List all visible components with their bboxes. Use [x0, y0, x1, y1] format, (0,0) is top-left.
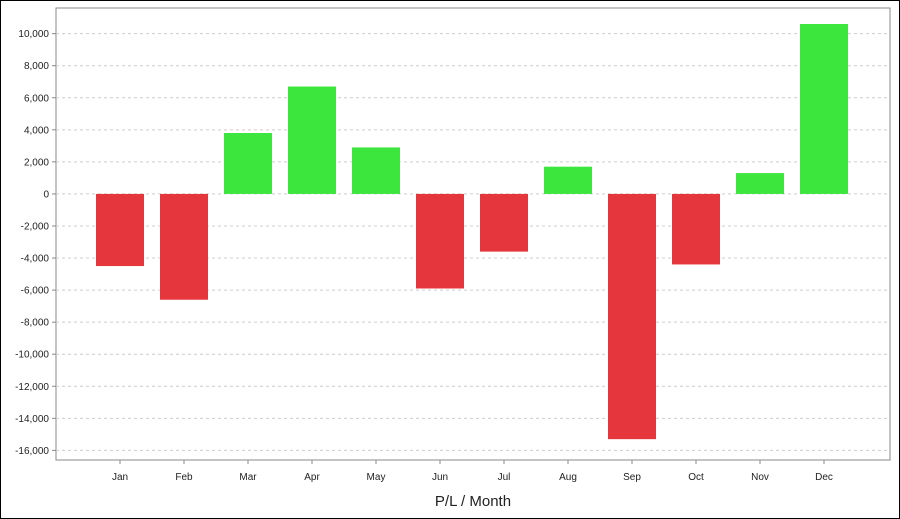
bar-may	[352, 147, 400, 194]
bar-feb	[160, 193, 208, 300]
bar-apr	[288, 86, 336, 194]
y-tick-label: -4,000	[21, 254, 50, 265]
bar-nov	[736, 173, 784, 194]
bar-oct	[672, 193, 720, 265]
x-axis-label: P/L / Month	[435, 493, 511, 510]
x-tick-label: Jan	[112, 472, 128, 483]
bar-dec	[800, 24, 848, 194]
x-tick-label: Oct	[688, 472, 704, 483]
x-tick-label: Feb	[175, 472, 193, 483]
y-tick-label: -8,000	[21, 318, 50, 329]
y-axis-ticks: 10,000 8,000 6,000 4,000 2,000 0 -2,000 -4,000 -…	[15, 29, 56, 457]
bar-sep	[608, 193, 656, 440]
y-tick-label: 8,000	[24, 61, 49, 72]
bars	[96, 24, 848, 440]
x-tick-label: Aug	[559, 472, 577, 483]
x-tick-label: Jul	[498, 472, 511, 483]
bar-mar	[224, 133, 272, 194]
y-tick-label: 6,000	[24, 93, 49, 104]
y-tick-label: -14,000	[15, 414, 49, 425]
y-tick-label: 0	[43, 189, 49, 200]
x-tick-label: Mar	[239, 472, 257, 483]
x-tick-label: May	[367, 472, 386, 483]
y-tick-label: 2,000	[24, 157, 49, 168]
bar-aug	[544, 166, 592, 194]
x-tick-label: Nov	[751, 472, 769, 483]
y-tick-label: -2,000	[21, 221, 50, 232]
x-tick-label: Jun	[432, 472, 448, 483]
bar-jan	[96, 193, 144, 267]
x-tick-label: Sep	[623, 472, 641, 483]
x-tick-label: Dec	[815, 472, 833, 483]
y-tick-label: -16,000	[15, 446, 49, 457]
y-tick-label: 4,000	[24, 125, 49, 136]
x-tick-label: Apr	[304, 472, 320, 483]
y-tick-label: -10,000	[15, 350, 49, 361]
bar-jun	[416, 193, 464, 289]
x-axis-ticks: Jan Feb Mar Apr May Jun Jul Aug Sep Oct Nov Dec	[112, 460, 833, 483]
bar-jul	[480, 193, 528, 252]
y-tick-label: -12,000	[15, 382, 49, 393]
y-tick-label: 10,000	[18, 29, 49, 40]
y-tick-label: -6,000	[21, 286, 50, 297]
